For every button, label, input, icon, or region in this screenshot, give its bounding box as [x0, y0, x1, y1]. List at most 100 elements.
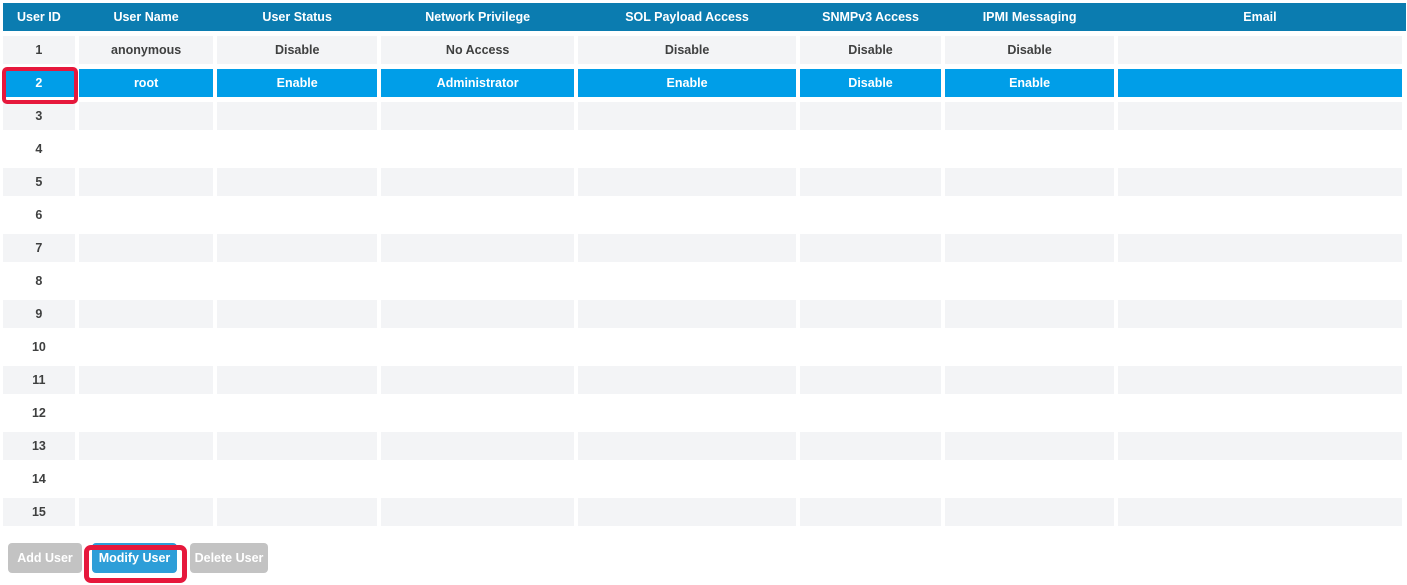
ipmi-messaging-cell: [945, 201, 1114, 229]
user-id-cell: 11: [3, 366, 75, 394]
user-row-4[interactable]: 4: [3, 135, 1406, 163]
ipmi-messaging-cell: [945, 498, 1114, 526]
user-row-5[interactable]: 5: [3, 168, 1406, 196]
email-cell: [1117, 366, 1403, 394]
ipmi-messaging-cell: [945, 135, 1114, 163]
user-name-cell: anonymous: [78, 36, 214, 64]
user-id-cell: 5: [3, 168, 75, 196]
sol-payload-access-cell: Disable: [578, 36, 796, 64]
sol-payload-access-cell: [578, 399, 796, 427]
column-header-ipmi-messaging: IPMI Messaging: [982, 10, 1077, 24]
network-privilege-cell: [380, 102, 575, 130]
user-row-11[interactable]: 11: [3, 366, 1406, 394]
user-id-cell: 9: [3, 300, 75, 328]
user-status-cell: [217, 366, 377, 394]
user-list-table: User ID User Name User Status Network Privi…: [3, 3, 1406, 526]
user-name-cell: [78, 432, 214, 460]
snmpv3-access-cell: [799, 102, 942, 130]
user-name-cell: [78, 465, 214, 493]
sol-payload-access-cell: [578, 432, 796, 460]
user-row-8[interactable]: 8: [3, 267, 1406, 295]
ipmi-messaging-cell: [945, 300, 1114, 328]
user-row-13[interactable]: 13: [3, 432, 1406, 460]
user-name-cell: [78, 333, 214, 361]
sol-payload-access-cell: [578, 135, 796, 163]
user-id-cell: 6: [3, 201, 75, 229]
snmpv3-access-cell: [799, 168, 942, 196]
user-name-cell: [78, 168, 214, 196]
email-cell: [1117, 201, 1403, 229]
table-body: 1 anonymous Disable No Access Disable Disable…: [3, 36, 1406, 526]
email-cell: [1117, 498, 1403, 526]
user-status-cell: [217, 102, 377, 130]
user-name-cell: root: [78, 69, 214, 97]
column-header-user-name: User Name: [113, 10, 179, 24]
network-privilege-cell: [380, 135, 575, 163]
action-button-bar: Add User Modify User Delete User: [3, 543, 1406, 573]
user-id-cell: 7: [3, 234, 75, 262]
user-status-cell: Enable: [217, 69, 377, 97]
email-cell: [1117, 69, 1403, 97]
sol-payload-access-cell: [578, 168, 796, 196]
user-status-cell: [217, 135, 377, 163]
table-header-row: User ID User Name User Status Network Privi…: [3, 3, 1406, 31]
user-id-cell: 4: [3, 135, 75, 163]
user-row-1[interactable]: 1 anonymous Disable No Access Disable Disable…: [3, 36, 1406, 64]
user-row-3[interactable]: 3: [3, 102, 1406, 130]
user-name-cell: [78, 300, 214, 328]
user-row-15[interactable]: 15: [3, 498, 1406, 526]
user-row-14[interactable]: 14: [3, 465, 1406, 493]
user-status-cell: [217, 201, 377, 229]
network-privilege-cell: [380, 234, 575, 262]
email-cell: [1117, 102, 1403, 130]
user-row-6[interactable]: 6: [3, 201, 1406, 229]
sol-payload-access-cell: [578, 465, 796, 493]
user-id-cell: 15: [3, 498, 75, 526]
ipmi-messaging-cell: [945, 168, 1114, 196]
email-cell: [1117, 399, 1403, 427]
email-cell: [1117, 432, 1403, 460]
network-privilege-cell: [380, 201, 575, 229]
ipmi-messaging-cell: Disable: [945, 36, 1114, 64]
add-user-button[interactable]: Add User: [8, 543, 82, 573]
network-privilege-cell: [380, 366, 575, 394]
column-header-sol-payload-access: SOL Payload Access: [625, 10, 749, 24]
sol-payload-access-cell: [578, 333, 796, 361]
user-name-cell: [78, 267, 214, 295]
user-status-cell: [217, 432, 377, 460]
user-row-9[interactable]: 9: [3, 300, 1406, 328]
user-row-10[interactable]: 10: [3, 333, 1406, 361]
user-status-cell: [217, 234, 377, 262]
column-header-user-status: User Status: [262, 10, 332, 24]
user-name-cell: [78, 366, 214, 394]
sol-payload-access-cell: [578, 102, 796, 130]
email-cell: [1117, 135, 1403, 163]
email-cell: [1117, 267, 1403, 295]
sol-payload-access-cell: [578, 498, 796, 526]
modify-user-button[interactable]: Modify User: [92, 543, 177, 573]
network-privilege-cell: [380, 432, 575, 460]
snmpv3-access-cell: [799, 300, 942, 328]
network-privilege-cell: Administrator: [380, 69, 575, 97]
user-management-page: User ID User Name User Status Network Privi…: [3, 3, 1406, 573]
snmpv3-access-cell: [799, 465, 942, 493]
user-name-cell: [78, 102, 214, 130]
user-row-12[interactable]: 12: [3, 399, 1406, 427]
email-cell: [1117, 333, 1403, 361]
email-cell: [1117, 234, 1403, 262]
sol-payload-access-cell: [578, 366, 796, 394]
user-row-2[interactable]: 2 root Enable Administrator Enable Disable Ena…: [3, 69, 1406, 97]
column-header-user-id: User ID: [17, 10, 61, 24]
user-row-7[interactable]: 7: [3, 234, 1406, 262]
user-status-cell: [217, 465, 377, 493]
snmpv3-access-cell: [799, 498, 942, 526]
sol-payload-access-cell: [578, 234, 796, 262]
user-id-cell: 1: [3, 36, 75, 64]
user-status-cell: [217, 168, 377, 196]
snmpv3-access-cell: [799, 432, 942, 460]
snmpv3-access-cell: Disable: [799, 36, 942, 64]
email-cell: [1117, 168, 1403, 196]
ipmi-messaging-cell: [945, 333, 1114, 361]
delete-user-button[interactable]: Delete User: [190, 543, 268, 573]
user-id-cell: 13: [3, 432, 75, 460]
